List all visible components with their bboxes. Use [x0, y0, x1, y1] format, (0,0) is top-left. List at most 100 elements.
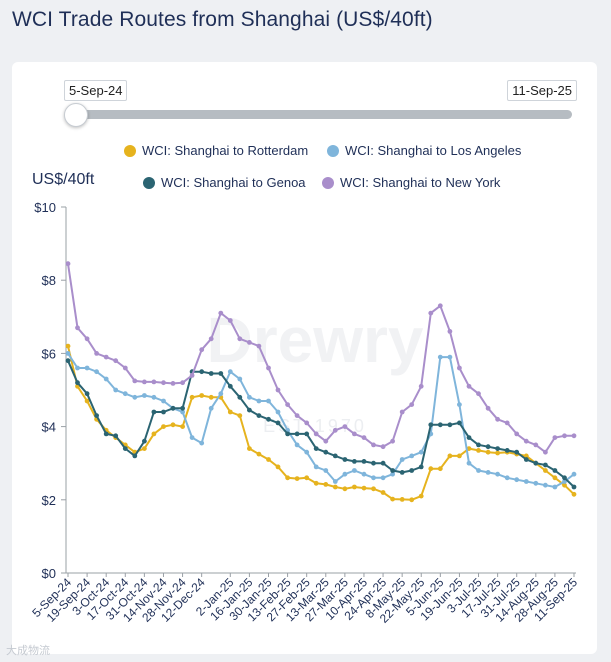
data-point[interactable]	[390, 468, 395, 473]
data-point[interactable]	[437, 303, 443, 309]
data-point[interactable]	[275, 409, 281, 415]
data-point[interactable]	[199, 347, 205, 353]
data-point[interactable]	[399, 409, 405, 415]
data-point[interactable]	[437, 422, 443, 428]
data-point[interactable]	[543, 482, 548, 488]
data-point[interactable]	[84, 398, 90, 404]
data-point[interactable]	[552, 468, 558, 473]
data-point[interactable]	[84, 336, 90, 342]
data-point[interactable]	[294, 431, 300, 437]
data-point[interactable]	[208, 336, 214, 342]
data-point[interactable]	[65, 351, 71, 356]
data-point[interactable]	[237, 413, 243, 418]
data-point[interactable]	[132, 378, 138, 384]
data-point[interactable]	[399, 457, 405, 462]
data-point[interactable]	[495, 416, 500, 422]
data-point[interactable]	[180, 424, 186, 429]
data-point[interactable]	[466, 435, 472, 440]
data-point[interactable]	[122, 365, 128, 371]
data-point[interactable]	[447, 329, 453, 334]
data-point[interactable]	[562, 475, 567, 481]
data-point[interactable]	[342, 471, 348, 477]
data-point[interactable]	[523, 438, 529, 444]
data-point[interactable]	[256, 343, 262, 349]
data-point[interactable]	[294, 442, 300, 448]
data-point[interactable]	[122, 391, 128, 397]
data-point[interactable]	[504, 420, 510, 426]
data-point[interactable]	[170, 405, 176, 411]
data-point[interactable]	[189, 394, 195, 400]
data-point[interactable]	[523, 453, 529, 459]
data-point[interactable]	[552, 435, 558, 440]
data-point[interactable]	[447, 422, 453, 428]
data-point[interactable]	[447, 453, 453, 459]
data-point[interactable]	[457, 453, 462, 459]
data-point[interactable]	[122, 446, 128, 451]
data-point[interactable]	[313, 446, 319, 451]
data-point[interactable]	[562, 482, 567, 488]
data-point[interactable]	[199, 440, 205, 446]
data-point[interactable]	[514, 477, 520, 483]
data-point[interactable]	[304, 431, 310, 437]
data-point[interactable]	[227, 318, 233, 323]
data-point[interactable]	[437, 354, 443, 360]
date-range-slider-track[interactable]	[74, 110, 572, 119]
data-point[interactable]	[266, 365, 271, 371]
data-point[interactable]	[533, 480, 539, 486]
data-point[interactable]	[380, 460, 386, 466]
data-point[interactable]	[571, 484, 577, 490]
data-point[interactable]	[199, 369, 205, 375]
data-point[interactable]	[142, 446, 147, 451]
data-point[interactable]	[552, 484, 558, 490]
data-point[interactable]	[476, 448, 481, 453]
data-point[interactable]	[180, 405, 186, 411]
legend-item-los-angeles[interactable]: WCI: Shanghai to Los Angeles	[327, 143, 521, 158]
data-point[interactable]	[266, 398, 271, 404]
data-point[interactable]	[418, 493, 424, 499]
data-point[interactable]	[418, 383, 424, 389]
data-point[interactable]	[390, 471, 395, 477]
data-point[interactable]	[543, 468, 548, 473]
data-point[interactable]	[409, 497, 415, 503]
data-point[interactable]	[495, 446, 500, 451]
data-point[interactable]	[380, 490, 386, 495]
data-point[interactable]	[218, 391, 224, 397]
data-point[interactable]	[161, 380, 166, 386]
data-point[interactable]	[285, 431, 290, 437]
data-point[interactable]	[247, 394, 252, 400]
data-point[interactable]	[304, 475, 310, 481]
data-point[interactable]	[485, 444, 491, 450]
legend-item-rotterdam[interactable]: WCI: Shanghai to Rotterdam	[124, 143, 308, 158]
data-point[interactable]	[266, 457, 271, 462]
data-point[interactable]	[476, 442, 481, 448]
data-point[interactable]	[227, 369, 233, 375]
data-point[interactable]	[380, 444, 386, 450]
data-point[interactable]	[218, 310, 224, 316]
data-point[interactable]	[361, 459, 367, 464]
data-point[interactable]	[409, 468, 415, 473]
data-point[interactable]	[457, 402, 462, 407]
data-point[interactable]	[151, 431, 157, 437]
data-point[interactable]	[371, 460, 376, 466]
data-point[interactable]	[485, 405, 491, 411]
data-point[interactable]	[323, 468, 329, 473]
data-point[interactable]	[342, 486, 348, 492]
data-point[interactable]	[552, 475, 558, 481]
data-point[interactable]	[428, 422, 434, 428]
data-point[interactable]	[113, 358, 119, 364]
data-point[interactable]	[132, 453, 138, 459]
data-point[interactable]	[323, 482, 329, 487]
data-point[interactable]	[543, 462, 548, 468]
data-point[interactable]	[237, 376, 243, 382]
date-range-slider-handle[interactable]	[64, 103, 88, 127]
data-point[interactable]	[332, 484, 338, 490]
data-point[interactable]	[323, 438, 329, 444]
data-point[interactable]	[352, 468, 357, 473]
data-point[interactable]	[466, 460, 472, 466]
data-point[interactable]	[428, 310, 434, 316]
data-point[interactable]	[361, 435, 367, 440]
data-point[interactable]	[170, 381, 176, 386]
data-point[interactable]	[142, 438, 147, 444]
data-point[interactable]	[352, 431, 357, 437]
data-point[interactable]	[256, 451, 262, 457]
